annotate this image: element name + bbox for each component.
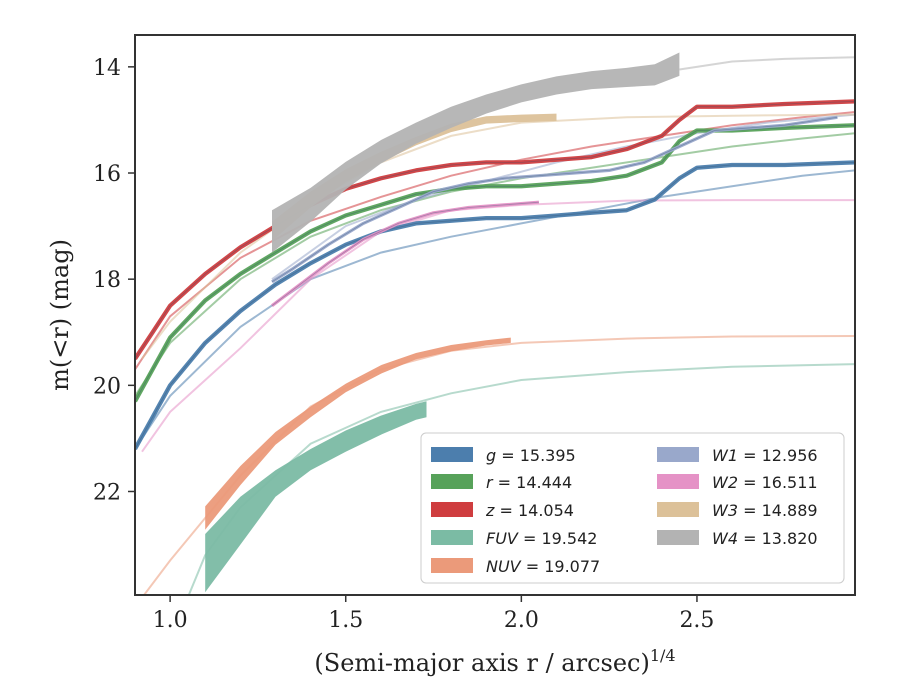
data-line-W2 <box>271 200 540 307</box>
legend-label: g = 15.395 <box>486 446 576 465</box>
x-axis-label: (Semi-major axis r / arcsec)1/4 <box>314 646 675 677</box>
legend-label: z = 14.054 <box>485 501 574 520</box>
plot-frame <box>134 34 856 596</box>
legend-swatch <box>431 474 473 489</box>
model-curve-r <box>135 132 855 397</box>
legend-swatch <box>431 558 473 573</box>
legend-swatch <box>657 502 699 517</box>
legend-swatch <box>657 474 699 489</box>
y-tick-label-14: 14 <box>93 56 121 81</box>
y-tick-label-18: 18 <box>93 268 121 293</box>
y-tick-label-22: 22 <box>93 480 121 505</box>
legend-item-W4: W4 = 13.820 <box>657 529 818 548</box>
model-curve-W2 <box>141 199 855 453</box>
legend-box <box>420 432 845 584</box>
legend-label: W2 = 16.511 <box>712 473 818 492</box>
model-curve-W3 <box>141 113 855 360</box>
data-line-edge-r <box>135 124 855 402</box>
legend-label: r = 14.444 <box>486 473 572 492</box>
legend-label: W4 = 13.820 <box>712 529 818 548</box>
legend-item-FUV: FUV = 19.542 <box>431 529 597 548</box>
axes: 1.0 1.5 2.0 2.5 14 16 18 20 22 <box>93 56 714 633</box>
legend-item-W2: W2 = 16.511 <box>657 473 818 492</box>
legend-label: FUV = 19.542 <box>486 529 597 548</box>
data-line-W1 <box>271 115 838 284</box>
model-curve-z <box>135 111 855 370</box>
model-curve-W1 <box>271 113 855 281</box>
data-line-z <box>135 99 855 360</box>
data-line-edge-g <box>135 162 855 450</box>
model-curve-W4 <box>679 56 855 71</box>
legend-swatch <box>431 530 473 545</box>
data-line-edge-W2 <box>271 201 539 307</box>
data-band-FUV <box>205 401 427 593</box>
x-tick-label-2.5: 2.5 <box>679 608 714 633</box>
data-band-W4 <box>272 52 680 253</box>
x-axis-label-exponent: 1/4 <box>650 646 676 665</box>
legend-item-z: z = 14.054 <box>431 501 574 520</box>
y-tick-label-16: 16 <box>93 162 121 187</box>
y-tick-label-20: 20 <box>93 374 121 399</box>
x-tick-label-1.5: 1.5 <box>328 608 363 633</box>
legend-item-W3: W3 = 14.889 <box>657 501 818 520</box>
legend-item-NUV: NUV = 19.077 <box>431 557 600 576</box>
legend-label: W1 = 12.956 <box>712 446 818 465</box>
x-axis-label-text: (Semi-major axis r / arcsec) <box>314 649 649 677</box>
legend-item-g: g = 15.395 <box>431 446 576 465</box>
legend-item-r: r = 14.444 <box>431 473 572 492</box>
legend-swatch <box>431 447 473 462</box>
x-tick-label-1.0: 1.0 <box>153 608 188 633</box>
legend-swatch <box>657 530 699 545</box>
model-curve-g <box>135 169 855 450</box>
data-line-g <box>135 160 855 451</box>
legend-item-W1: W1 = 12.956 <box>657 446 818 465</box>
legend-label: NUV = 19.077 <box>486 557 600 576</box>
legend-label: W3 = 14.889 <box>712 501 818 520</box>
legend-swatch <box>431 502 473 517</box>
legend: g = 15.395 r = 14.444 z = 14.054 FUV = 19.5… <box>420 432 845 584</box>
y-axis-label: m(<r) (mag) <box>46 239 74 391</box>
x-tick-label-2.0: 2.0 <box>504 608 539 633</box>
data-line-edge-z <box>135 101 855 360</box>
data-line-r <box>135 123 855 403</box>
plot-area <box>135 52 855 595</box>
legend-swatch <box>657 447 699 462</box>
data-line-edge-W1 <box>271 116 838 283</box>
